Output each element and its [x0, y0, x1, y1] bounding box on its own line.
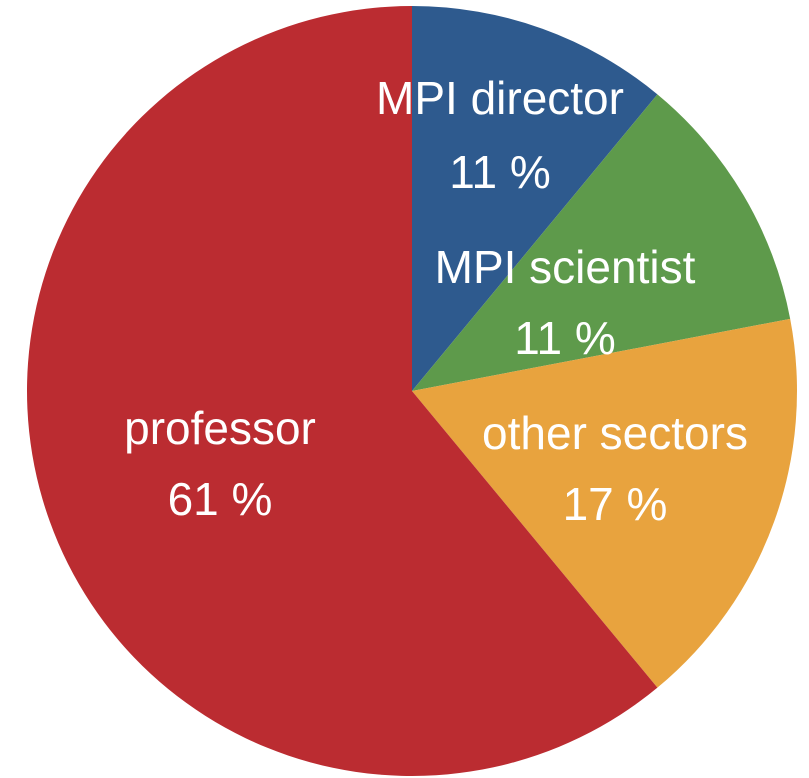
slice-value-label: 61 %	[168, 473, 273, 525]
slice-value-label: 11 %	[514, 312, 615, 364]
slice-label: other sectors	[482, 407, 748, 459]
pie-slice	[412, 318, 797, 688]
slice-label: MPI scientist	[435, 241, 696, 293]
slice-label: MPI director	[376, 72, 624, 124]
slice-value-label: 17 %	[563, 478, 668, 530]
slice-value-label: 11 %	[449, 146, 550, 198]
pie-slice	[412, 94, 791, 391]
pie-slice	[412, 6, 658, 391]
pie-slice	[26, 6, 658, 777]
slice-label: professor	[124, 402, 316, 454]
